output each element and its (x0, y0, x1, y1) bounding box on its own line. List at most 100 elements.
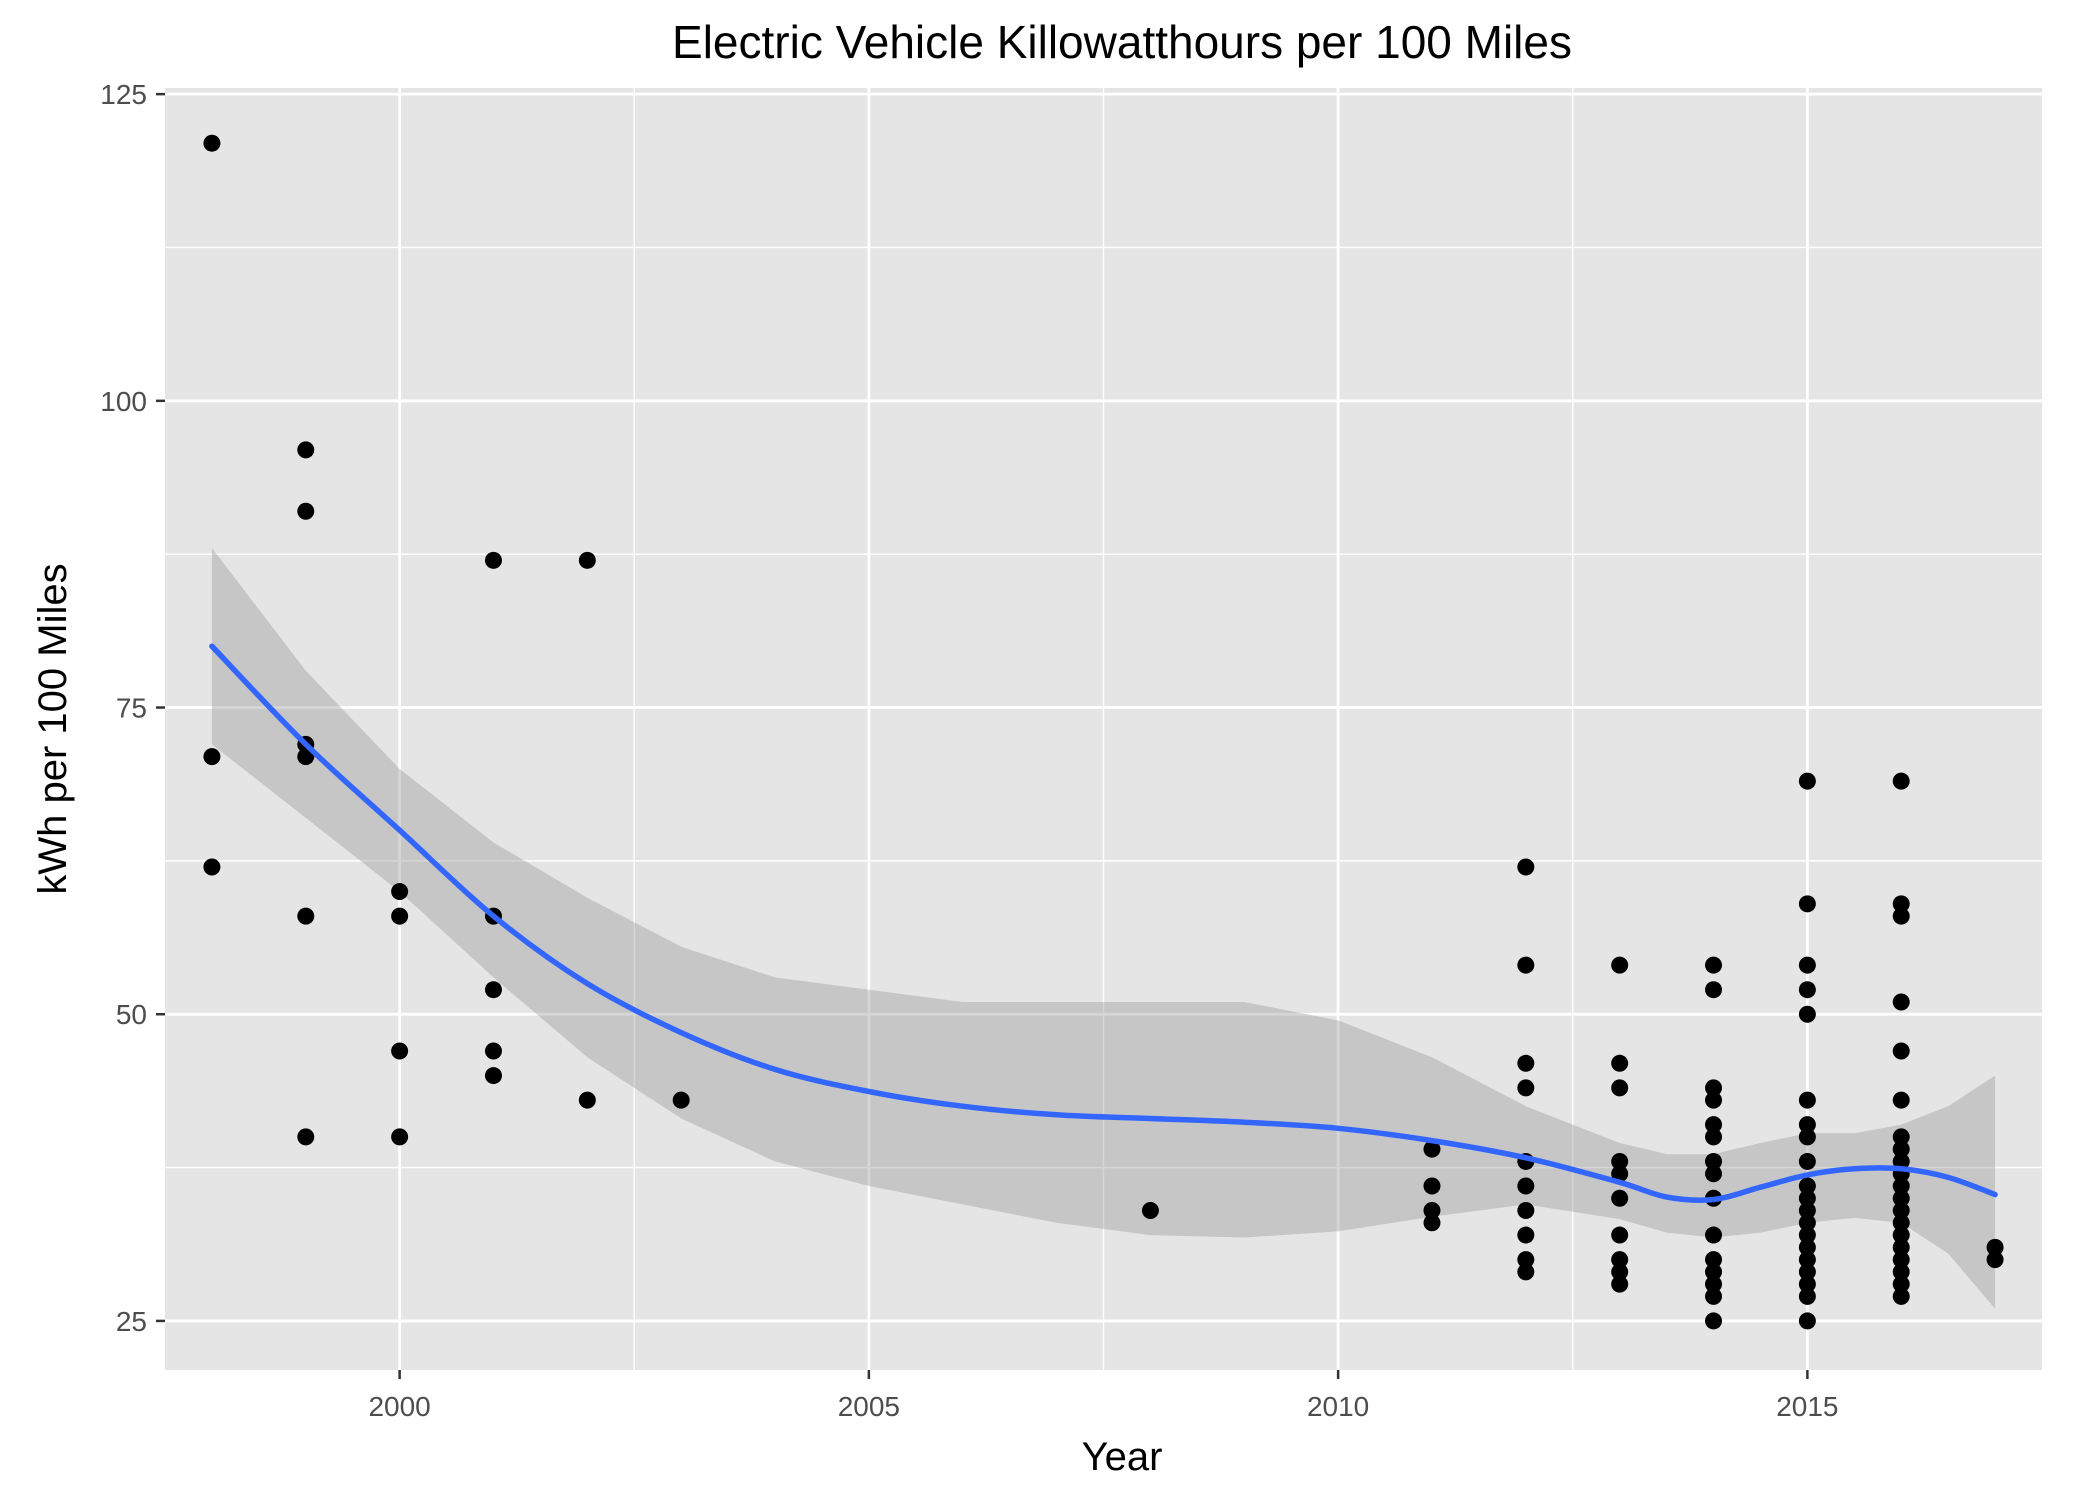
data-point (1798, 1214, 1816, 1232)
x-axis: 2000 2005 2010 2015 (368, 1370, 1839, 1422)
data-point (1517, 1251, 1535, 1269)
data-point (1611, 1165, 1629, 1183)
data-point (1705, 1287, 1723, 1305)
data-point (1517, 1079, 1535, 1097)
data-point (578, 1091, 596, 1109)
x-tick-label: 2010 (1307, 1391, 1369, 1422)
data-point (391, 1128, 409, 1146)
data-point (1423, 1140, 1441, 1158)
data-point (1892, 1226, 1910, 1244)
data-point (1423, 1177, 1441, 1195)
data-point (1611, 1189, 1629, 1207)
data-point (484, 1067, 502, 1085)
x-axis-label: Year (1082, 1435, 1163, 1479)
minor-gridlines (165, 88, 2042, 1370)
data-point (1798, 772, 1816, 790)
data-point (1517, 1202, 1535, 1220)
data-point (1611, 956, 1629, 974)
data-point (203, 858, 221, 876)
data-point (1798, 1005, 1816, 1023)
data-point (1892, 993, 1910, 1011)
data-point (1705, 1165, 1723, 1183)
data-point (1892, 772, 1910, 790)
y-tick-label: 100 (100, 386, 147, 417)
data-point (1798, 1189, 1816, 1207)
data-point (297, 441, 315, 459)
y-tick-label: 25 (116, 1306, 147, 1337)
data-point (1892, 1177, 1910, 1195)
y-tick-label: 125 (100, 79, 147, 110)
data-point (1892, 1202, 1910, 1220)
data-point (1892, 1275, 1910, 1293)
data-point (1517, 1177, 1535, 1195)
data-point (1892, 1238, 1910, 1256)
data-point (391, 907, 409, 925)
data-point (1423, 1214, 1441, 1232)
data-point (1705, 1251, 1723, 1269)
data-point (578, 551, 596, 569)
data-point (391, 1042, 409, 1060)
data-point (672, 1091, 690, 1109)
data-point (1705, 1152, 1723, 1170)
y-tick-label: 50 (116, 999, 147, 1030)
data-point (1705, 1128, 1723, 1146)
data-point (1705, 1312, 1723, 1330)
data-point (1798, 1116, 1816, 1134)
data-point (1705, 1263, 1723, 1281)
y-axis: 25 50 75 100 125 (100, 79, 165, 1337)
data-point (1986, 1251, 2004, 1269)
data-point (1798, 1177, 1816, 1195)
data-point (1611, 1263, 1629, 1281)
data-point (1705, 981, 1723, 999)
smooth-line (209, 643, 1998, 1203)
data-point (1611, 1152, 1629, 1170)
data-point (1517, 858, 1535, 876)
data-point (1892, 1189, 1910, 1207)
data-point (1798, 1091, 1816, 1109)
data-point (297, 907, 315, 925)
data-point (1892, 1214, 1910, 1232)
data-point (391, 883, 409, 901)
data-point (1141, 1202, 1159, 1220)
data-point (1798, 1128, 1816, 1146)
data-point (1798, 956, 1816, 974)
y-tick-label: 75 (116, 693, 147, 724)
data-point (1892, 1263, 1910, 1281)
data-point (1798, 1312, 1816, 1330)
data-point (1705, 1091, 1723, 1109)
data-point (1517, 1054, 1535, 1072)
chart-title: Electric Vehicle Killowatthours per 100 … (672, 16, 1572, 68)
data-point (297, 1128, 315, 1146)
data-point (1892, 1152, 1910, 1170)
data-point (1611, 1054, 1629, 1072)
data-point (1798, 1202, 1816, 1220)
data-point (1423, 1202, 1441, 1220)
data-point (1798, 1275, 1816, 1293)
data-point (1798, 1287, 1816, 1305)
data-point (1705, 1226, 1723, 1244)
data-point (1517, 1263, 1535, 1281)
data-point (1517, 956, 1535, 974)
data-points (203, 134, 2004, 1330)
data-point (484, 551, 502, 569)
data-point (1705, 956, 1723, 974)
data-point (1892, 1091, 1910, 1109)
data-point (1892, 1128, 1910, 1146)
data-point (1705, 1079, 1723, 1097)
data-point (1892, 907, 1910, 925)
data-point (1892, 1287, 1910, 1305)
data-point (1892, 1251, 1910, 1269)
data-point (297, 502, 315, 520)
data-point (1798, 895, 1816, 913)
data-point (1611, 1275, 1629, 1293)
data-point (203, 134, 221, 152)
data-point (1798, 1238, 1816, 1256)
data-point (1611, 1226, 1629, 1244)
data-point (1892, 1042, 1910, 1060)
x-tick-label: 2000 (368, 1391, 430, 1422)
data-point (1798, 981, 1816, 999)
x-tick-label: 2015 (1776, 1391, 1838, 1422)
data-point (1798, 1226, 1816, 1244)
data-point (1798, 1152, 1816, 1170)
